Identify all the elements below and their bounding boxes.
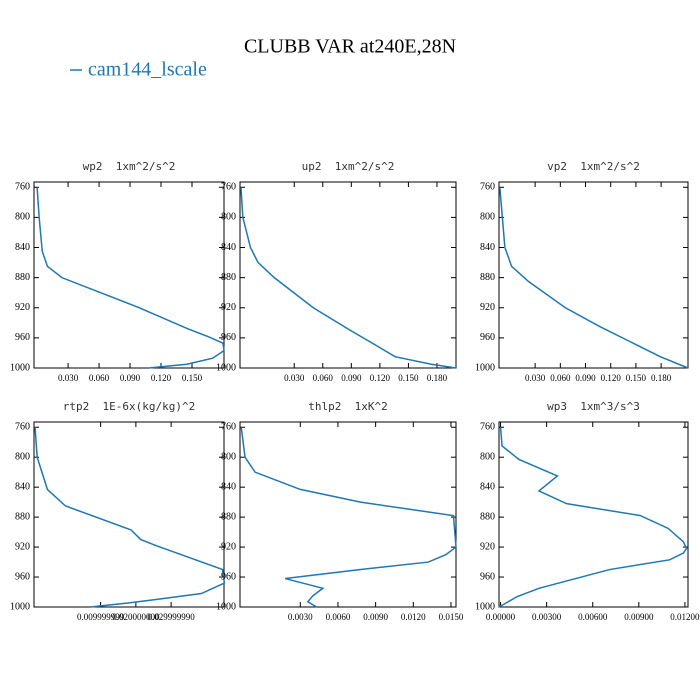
y-tick-label: 840: [15, 242, 30, 253]
y-tick-label: 960: [15, 332, 30, 343]
x-tick-label: 0.180: [427, 373, 448, 383]
profile-line: [240, 187, 457, 369]
x-tick-label: 0.020000000: [112, 612, 160, 622]
y-tick-label: 1000: [216, 362, 236, 373]
x-tick-label: 0.0150: [439, 612, 464, 622]
y-tick-label: 760: [15, 182, 30, 193]
x-tick-label: 0.060: [550, 373, 571, 383]
x-tick-label: 0.0090: [363, 612, 388, 622]
y-tick-label: 840: [480, 481, 495, 492]
y-tick-label: 800: [15, 212, 30, 223]
y-tick-label: 1000: [10, 601, 30, 612]
plot-frame: [498, 181, 689, 369]
x-tick-label: 0.00000: [486, 612, 516, 622]
y-tick-label: 960: [221, 571, 236, 582]
x-tick-label: 0.00300: [532, 612, 562, 622]
plot-frame: [33, 181, 225, 369]
y-tick-label: 880: [221, 511, 236, 522]
profile-line: [36, 187, 225, 369]
profile-line: [498, 427, 688, 608]
panel-title: vp2 1xm^2/s^2: [547, 160, 640, 173]
plot-frame: [33, 421, 225, 608]
y-tick-label: 920: [221, 302, 236, 313]
y-tick-label: 800: [480, 451, 495, 462]
y-tick-label: 800: [480, 212, 495, 223]
y-tick-label: 800: [221, 451, 236, 462]
x-tick-label: 0.060: [313, 373, 334, 383]
x-tick-label: 0.00600: [578, 612, 608, 622]
y-tick-label: 960: [221, 332, 236, 343]
y-tick-label: 800: [221, 212, 236, 223]
y-tick-label: 920: [15, 541, 30, 552]
plot-frame: [239, 181, 457, 369]
profile-line: [240, 427, 457, 608]
x-tick-label: 0.030: [525, 373, 546, 383]
x-tick-label: 0.120: [370, 373, 391, 383]
x-tick-label: 0.150: [182, 373, 203, 383]
y-tick-label: 840: [15, 481, 30, 492]
x-tick-label: 0.120: [601, 373, 622, 383]
y-tick-label: 880: [15, 511, 30, 522]
y-tick-label: 960: [480, 332, 495, 343]
y-tick-label: 1000: [216, 601, 236, 612]
y-tick-label: 920: [480, 302, 495, 313]
legend-entry: cam144_lscale: [88, 59, 207, 81]
y-tick-label: 840: [480, 242, 495, 253]
x-tick-label: 0.090: [120, 373, 141, 383]
x-tick-label: 0.030: [284, 373, 305, 383]
y-tick-label: 840: [221, 242, 236, 253]
x-tick-label: 0.090: [575, 373, 596, 383]
y-tick-label: 760: [480, 422, 495, 433]
x-tick-label: 0.00900: [624, 612, 654, 622]
x-tick-label: 0.090: [341, 373, 362, 383]
figure-title: CLUBB VAR at240E,28N: [244, 36, 456, 58]
panel-title: up2 1xm^2/s^2: [302, 160, 395, 173]
x-tick-label: 0.0120: [401, 612, 426, 622]
x-tick-label: 0.030: [58, 373, 79, 383]
x-tick-label: 0.180: [651, 373, 672, 383]
x-tick-label: 0.029999990: [147, 612, 195, 622]
y-tick-label: 840: [221, 481, 236, 492]
y-tick-label: 800: [15, 451, 30, 462]
panel-title: thlp2 1xK^2: [308, 400, 387, 413]
y-tick-label: 920: [480, 541, 495, 552]
x-tick-label: 0.009999999: [77, 612, 125, 622]
y-tick-label: 760: [480, 182, 495, 193]
x-tick-label: 0.0030: [288, 612, 313, 622]
y-tick-label: 1000: [10, 362, 30, 373]
plot-frame: [498, 421, 689, 608]
y-tick-label: 1000: [475, 601, 495, 612]
panel-title: rtp2 1E-6x(kg/kg)^2: [63, 400, 195, 413]
panel-title: wp3 1xm^3/s^3: [547, 400, 640, 413]
y-tick-label: 960: [15, 571, 30, 582]
y-tick-label: 760: [15, 422, 30, 433]
y-tick-label: 880: [480, 511, 495, 522]
y-tick-label: 920: [15, 302, 30, 313]
x-tick-label: 0.150: [626, 373, 647, 383]
y-tick-label: 1000: [475, 362, 495, 373]
y-tick-label: 960: [480, 571, 495, 582]
y-tick-label: 880: [221, 272, 236, 283]
x-tick-label: 0.150: [398, 373, 419, 383]
profile-line: [34, 427, 226, 608]
y-tick-label: 760: [221, 422, 236, 433]
profile-line: [499, 187, 689, 369]
y-tick-label: 920: [221, 541, 236, 552]
plot-frame: [239, 421, 457, 608]
y-tick-label: 880: [480, 272, 495, 283]
x-tick-label: 0.120: [151, 373, 172, 383]
y-tick-label: 760: [221, 182, 236, 193]
panel-title: wp2 1xm^2/s^2: [83, 160, 176, 173]
x-tick-label: 0.0060: [326, 612, 351, 622]
x-tick-label: 0.060: [89, 373, 110, 383]
x-tick-label: 0.01200: [670, 612, 700, 622]
y-tick-label: 880: [15, 272, 30, 283]
